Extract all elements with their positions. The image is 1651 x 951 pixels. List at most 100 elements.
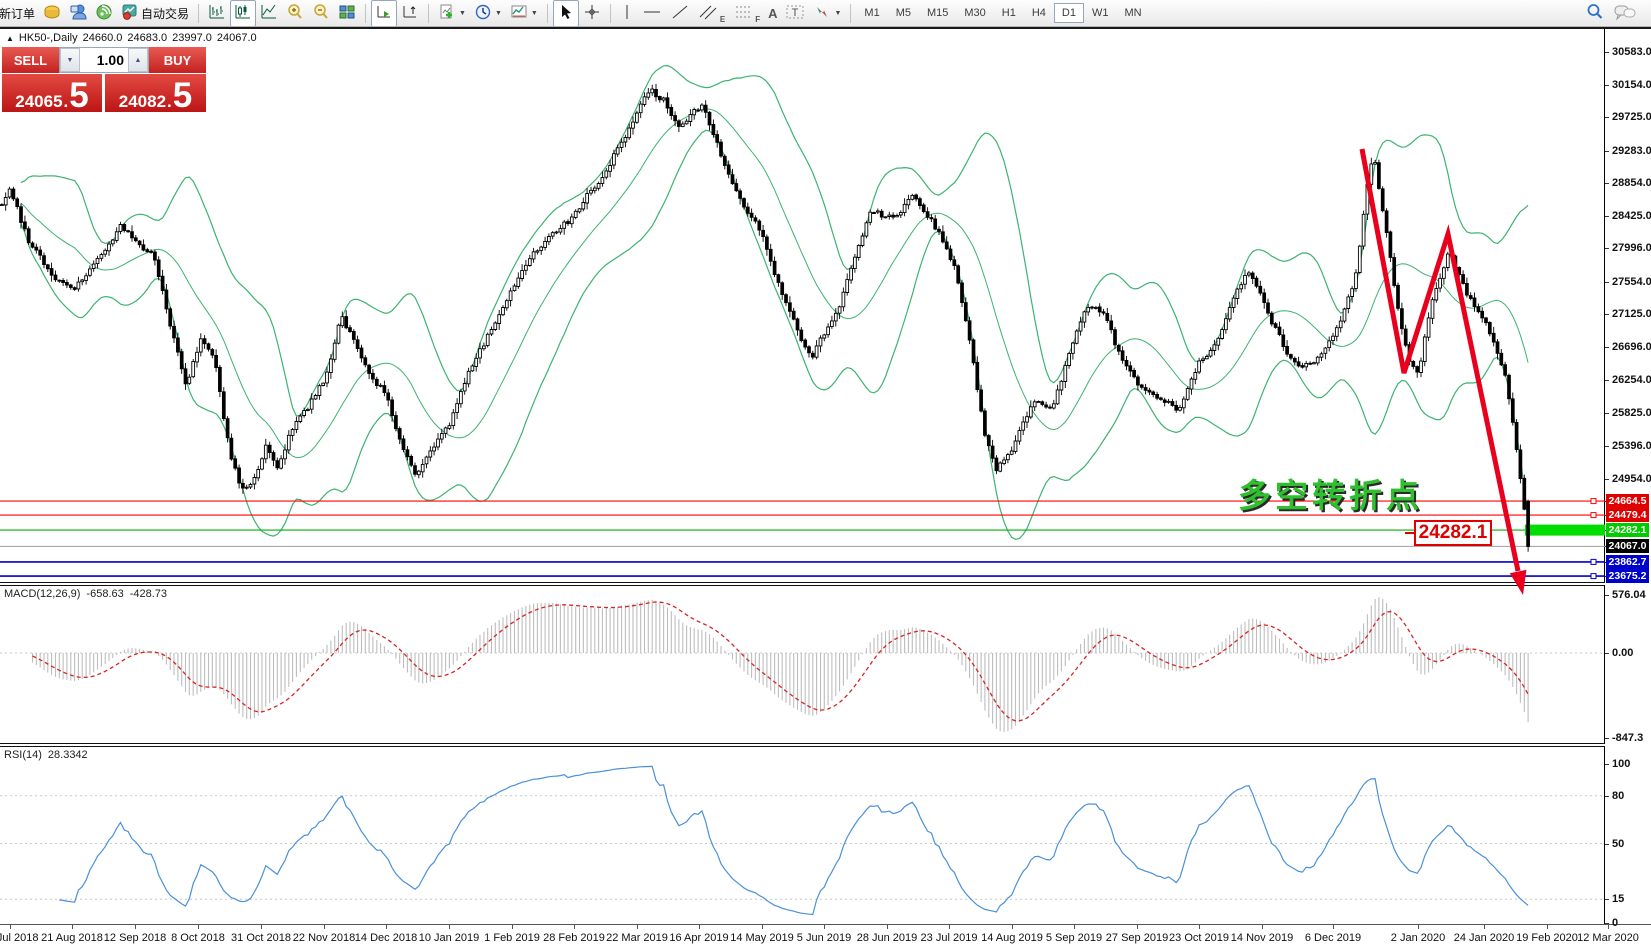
bear-candles xyxy=(11,89,1530,547)
price-axis[interactable]: 30583.0 30154.0 29725.0 29283.0 28854.0 28425… xyxy=(1605,29,1651,929)
time-axis-label: 16 Apr 2019 xyxy=(669,932,729,944)
buy-button[interactable]: BUY xyxy=(149,47,206,73)
sell-price[interactable]: 24065. 5 xyxy=(2,74,102,113)
line-chart-button[interactable] xyxy=(256,0,282,26)
ohlc-close: 24067.0 xyxy=(216,32,257,44)
auto-scroll-button[interactable] xyxy=(371,0,398,26)
pane-divider[interactable] xyxy=(0,743,1651,747)
timeframe-M5[interactable]: M5 xyxy=(895,7,911,19)
axis-tick xyxy=(1605,653,1609,654)
zoom-out-button[interactable] xyxy=(308,0,334,26)
sell-button[interactable]: SELL xyxy=(2,47,59,73)
time-axis-tick xyxy=(1137,925,1138,929)
timeframe-D1[interactable]: D1 xyxy=(1053,3,1084,23)
horizontal-line-button[interactable] xyxy=(638,0,666,26)
cursor-button[interactable] xyxy=(552,0,579,26)
line-handle[interactable] xyxy=(1590,498,1597,505)
time-axis-tick xyxy=(1199,925,1200,929)
deposit-button[interactable] xyxy=(39,0,65,26)
time-axis-tick xyxy=(949,925,950,929)
community-button[interactable] xyxy=(65,0,91,26)
rsi-pane[interactable]: RSI(14) 28.3342 xyxy=(0,747,1605,924)
time-axis-tick xyxy=(198,925,199,929)
macd-signal-line xyxy=(32,601,1529,722)
axis-tick xyxy=(1605,52,1609,53)
periods-button[interactable]: ▼ xyxy=(470,0,506,26)
volume-input[interactable] xyxy=(80,48,128,72)
autotrading-button[interactable]: 自动交易 xyxy=(117,0,193,26)
timeframe-H1[interactable]: H1 xyxy=(1001,7,1016,19)
vertical-line-button[interactable] xyxy=(616,0,638,26)
time-axis-label: 5 Sep 2019 xyxy=(1045,932,1103,944)
symbol-marker-icon: ▲ xyxy=(6,34,14,43)
macd-scale-label: 576.04 xyxy=(1612,589,1646,601)
price-axis-label: 29283.0 xyxy=(1612,145,1651,157)
price-chart-pane[interactable]: ▲ HK50-,Daily 24660.0 24683.0 23997.0 24067.0… xyxy=(0,29,1605,582)
time-axis-label: 6 Dec 2019 xyxy=(1304,932,1362,944)
time-axis-tick xyxy=(1484,925,1485,929)
indicators-button[interactable]: ▼ xyxy=(434,0,470,26)
bollinger-middle-band xyxy=(20,108,1529,459)
zoom-in-button[interactable] xyxy=(282,0,308,26)
price-axis-label: 30583.0 xyxy=(1612,46,1651,58)
timeframe-M1[interactable]: M1 xyxy=(864,7,880,19)
time-axis-label: 24 Jan 2020 xyxy=(1453,932,1515,944)
templates-button[interactable]: ▼ xyxy=(506,0,542,26)
price-axis-label: 30154.0 xyxy=(1612,79,1651,91)
text-label-button[interactable]: T xyxy=(781,0,809,26)
bar-chart-button[interactable] xyxy=(204,0,230,26)
volume-increase-button[interactable]: ▲ xyxy=(128,48,148,72)
one-click-trading-widget: SELL ▼ ▲ BUY 24065.5 24082.5 xyxy=(2,47,206,113)
time-axis-label: 2 Jan 2020 xyxy=(1390,932,1446,944)
axis-tick xyxy=(1605,796,1609,797)
time-axis-tick xyxy=(1608,925,1609,929)
chat-button[interactable] xyxy=(1609,0,1641,26)
volume-stepper: ▼ ▲ xyxy=(59,47,149,73)
time-axis-tick xyxy=(386,925,387,929)
search-icon xyxy=(1585,2,1605,25)
chart-shift-button[interactable] xyxy=(397,0,423,26)
price-axis-label: 29725.0 xyxy=(1612,111,1651,123)
equidistant-channel-button[interactable]: E xyxy=(694,0,729,26)
line-handle[interactable] xyxy=(1590,512,1597,519)
autotrading-label: 自动交易 xyxy=(141,6,190,21)
ohlc-low: 23997.0 xyxy=(172,32,212,44)
trendline-button[interactable] xyxy=(666,0,694,26)
pane-divider[interactable] xyxy=(0,582,1651,586)
search-button[interactable] xyxy=(1581,0,1609,26)
line-handle[interactable] xyxy=(1590,558,1597,565)
signals-button[interactable] xyxy=(91,0,117,26)
fibonacci-button[interactable]: F xyxy=(729,0,764,26)
price-level-badge: 24664.5 xyxy=(1606,494,1649,508)
time-axis-label: 28 Feb 2019 xyxy=(543,932,605,944)
candlestick-chart-button[interactable] xyxy=(230,0,257,26)
macd-pane[interactable]: MACD(12,26,9) -658.63 -428.73 xyxy=(0,586,1605,743)
time-axis-tick xyxy=(637,925,638,929)
volume-decrease-button[interactable]: ▼ xyxy=(60,48,80,72)
timeframe-MN[interactable]: MN xyxy=(1124,7,1142,19)
timeframe-M15[interactable]: M15 xyxy=(926,7,949,19)
time-axis-label: 12 Sep 2018 xyxy=(103,932,167,944)
macd-scale-label: 0.00 xyxy=(1612,647,1634,659)
timeframe-H4[interactable]: H4 xyxy=(1031,7,1046,19)
crosshair-button[interactable] xyxy=(579,0,605,26)
timeframe-M30[interactable]: M30 xyxy=(964,7,986,19)
buy-price[interactable]: 24082. 5 xyxy=(105,74,206,113)
price-level-badge: 23675.2 xyxy=(1606,569,1649,583)
line-handle[interactable] xyxy=(1590,573,1597,580)
text-button[interactable]: A xyxy=(764,3,781,24)
rsi-label: RSI(14) 28.3342 xyxy=(4,749,88,761)
axis-tick xyxy=(1605,413,1609,414)
axis-tick xyxy=(1605,923,1609,924)
candlestick-chart[interactable] xyxy=(0,29,1605,582)
arrows-button[interactable]: ▼ xyxy=(809,0,845,26)
new-order-button[interactable]: 新订单 xyxy=(0,2,39,25)
timeframe-W1[interactable]: W1 xyxy=(1091,7,1109,19)
chart-shift-icon xyxy=(401,3,419,24)
tile-windows-button[interactable] xyxy=(334,0,360,26)
periods-clock-icon xyxy=(474,3,492,24)
toolbar-separator xyxy=(365,3,367,23)
price-level-badge: 23862.7 xyxy=(1606,555,1649,569)
price-level-badge: 24282.1 xyxy=(1606,523,1649,537)
